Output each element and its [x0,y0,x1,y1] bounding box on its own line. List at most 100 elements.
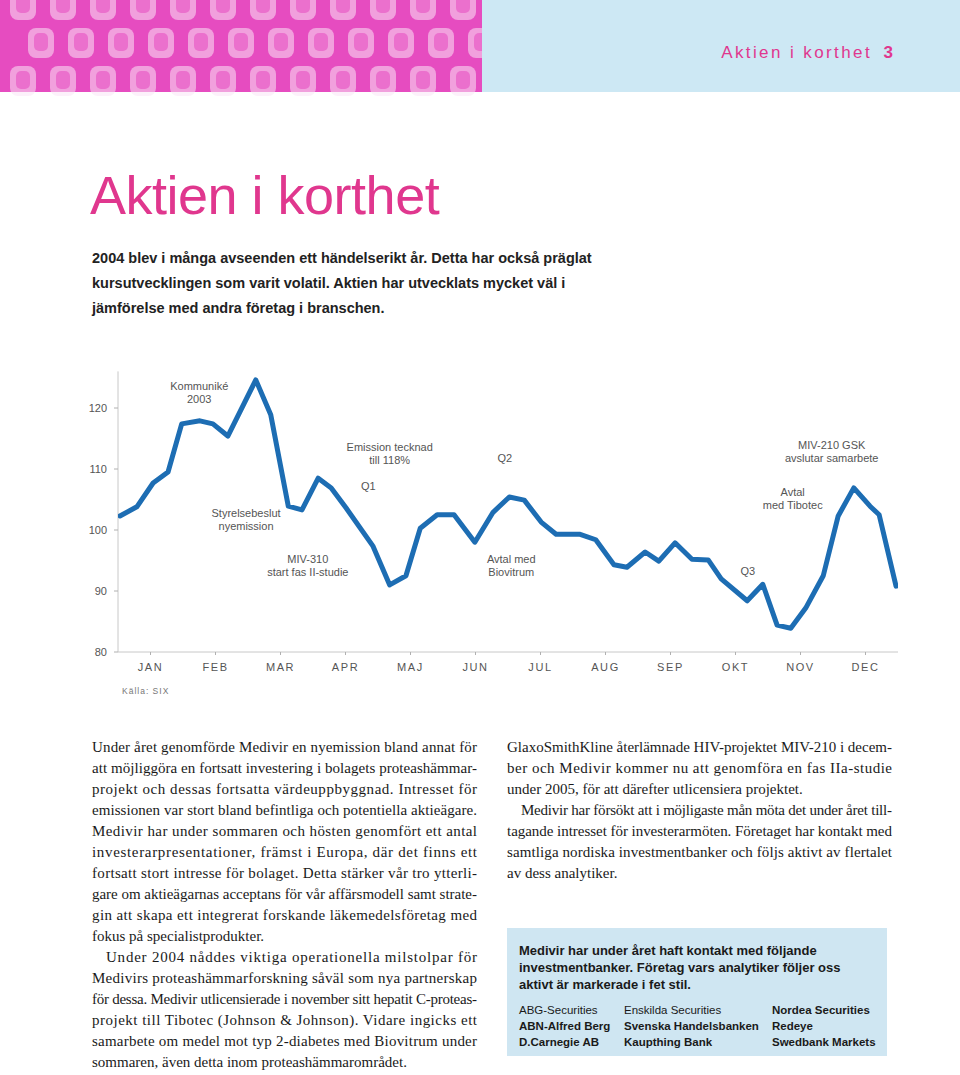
header-image-tube-inner [176,0,190,13]
header-image-tube-inner [114,33,128,51]
body-line: Under året genomförde Medivir en nyemiss… [92,739,477,755]
annotation: MIV-210 GSK [798,439,866,451]
annotation: Q3 [741,565,756,577]
body-line: gin att skapa ett integrerat forskande l… [92,907,478,923]
header-image-tube-inner [394,33,408,51]
header-image-tube-inner [154,33,168,51]
bank-name: ABN-Alfred Berg [519,1020,610,1032]
x-tick [410,652,411,655]
y-tick [114,591,118,592]
bank-name: Enskilda Securities [624,1004,721,1016]
header-image-tube-inner [74,33,88,51]
header-image-tube [428,28,454,58]
header-image-tube [410,66,436,96]
annotation: 2003 [187,393,211,405]
header-image-tube-inner [376,71,390,89]
info-box-heading: investmentbanker. Företag vars analytike… [519,960,841,975]
header-image-tube-inner [256,71,270,89]
header-image-tube [68,28,94,58]
x-tick [280,652,281,655]
annotation: Emission tecknad [347,441,433,453]
header-image-tube [130,66,156,96]
header-image-tube [50,66,76,96]
header-image-tube [108,28,134,58]
annotation: MIV-310 [287,553,328,565]
annotation: Avtal [781,486,805,498]
x-tick-label: MAJ [397,661,424,673]
info-box: Medivir har under året haft kontakt med … [507,928,887,1056]
body-line: projekt till Tibotec (Johnson & Johnson)… [92,1012,478,1029]
x-tick-label: NOV [786,661,815,673]
annotation: med Tibotec [763,499,823,511]
x-tick-label: AUG [591,661,620,673]
body-line: Medivir har under sommaren och hösten ge… [92,823,477,839]
header-image-tube [210,66,236,96]
annotation: Q2 [497,452,512,464]
header-image-tube [50,0,76,20]
bank-name: ABG-Securities [519,1004,598,1016]
header-image-tube [228,28,254,58]
body-line: GlaxoSmithKline återlämnade HIV-projekte… [507,739,892,755]
header-section: Aktien i korthet [721,43,872,62]
body-line: fokus på specialistprodukter. [92,928,264,944]
y-tick [114,469,118,470]
body-line: emissionen var stort bland befintliga oc… [92,802,477,818]
header-image-tube [370,0,396,20]
x-tick-label: MAR [266,661,295,673]
header-image-tube-inner [176,71,190,89]
x-tick [540,652,541,655]
header-image-tube [290,66,316,96]
header-image-tube [290,0,316,20]
source: Källa: SIX [122,686,169,696]
header-image-tube-inner [354,33,368,51]
info-box-heading: aktivt är markerade i fet stil. [519,977,691,992]
x-tick [605,652,606,655]
body-line: att möjliggöra en fortsatt investering i… [92,760,477,776]
body-line: samarbete om medel mot typ 2-diabetes me… [92,1033,477,1049]
x-tick [150,652,151,655]
x-tick [215,652,216,655]
page: { "header": {"section": "Aktien i korthe… [0,0,960,1075]
y-tick [114,652,118,653]
header-image-tube [170,0,196,20]
annotation: Q1 [361,480,376,492]
header-image-tube-inner [56,71,70,89]
header-image-tube [450,0,476,20]
bank-name: Nordea Securities [772,1004,870,1016]
header-image-tube-inner [216,71,230,89]
price-line [120,380,896,628]
page-number: 3 [884,43,893,62]
intro-line: kursutvecklingen som varit volatil. Akti… [92,275,565,291]
header-image-tube-inner [456,0,470,13]
annotation: avslutar samarbete [785,452,879,464]
body-line: Medivir har försökt att i möjligaste mån… [521,802,892,818]
header-image-tube-inner [416,71,430,89]
y-tick [114,408,118,409]
header-image-tube-inner [314,33,328,51]
x-tick-label: FEB [202,661,228,673]
x-tick [345,652,346,655]
header-image-tube [348,28,374,58]
header-image-tube-inner [336,0,350,13]
header-image-tube-inner [416,0,430,13]
x-tick [735,652,736,655]
body-line: Medivirs proteashämmarforskning såväl so… [92,970,477,986]
header-image-tube [250,0,276,20]
header-image-tube [330,66,356,96]
annotation: Styrelsebeslut [212,507,281,519]
plot-area [120,380,896,628]
x-tick [865,652,866,655]
bank-name: Kaupthing Bank [624,1036,713,1048]
annotation: start fas II-studie [267,566,348,578]
header-image-tube-inner [296,0,310,13]
chart: 8090100110120JANFEBMARAPRMAJJUNJULAUGSEP… [89,371,898,696]
body-line: fortsatt stort intresse för bolaget. Det… [92,865,477,881]
bank-name: Swedbank Markets [772,1036,876,1048]
header-image-tube [90,66,116,96]
bank-name: Redeye [772,1020,813,1032]
x-tick-label: OKT [722,661,749,673]
body-line: ber och Medivir kommer nu att genomföra … [507,760,892,776]
annotation: till 118% [369,454,410,466]
x-tick [800,652,801,655]
body-line: av dess analytiker. [507,865,617,881]
